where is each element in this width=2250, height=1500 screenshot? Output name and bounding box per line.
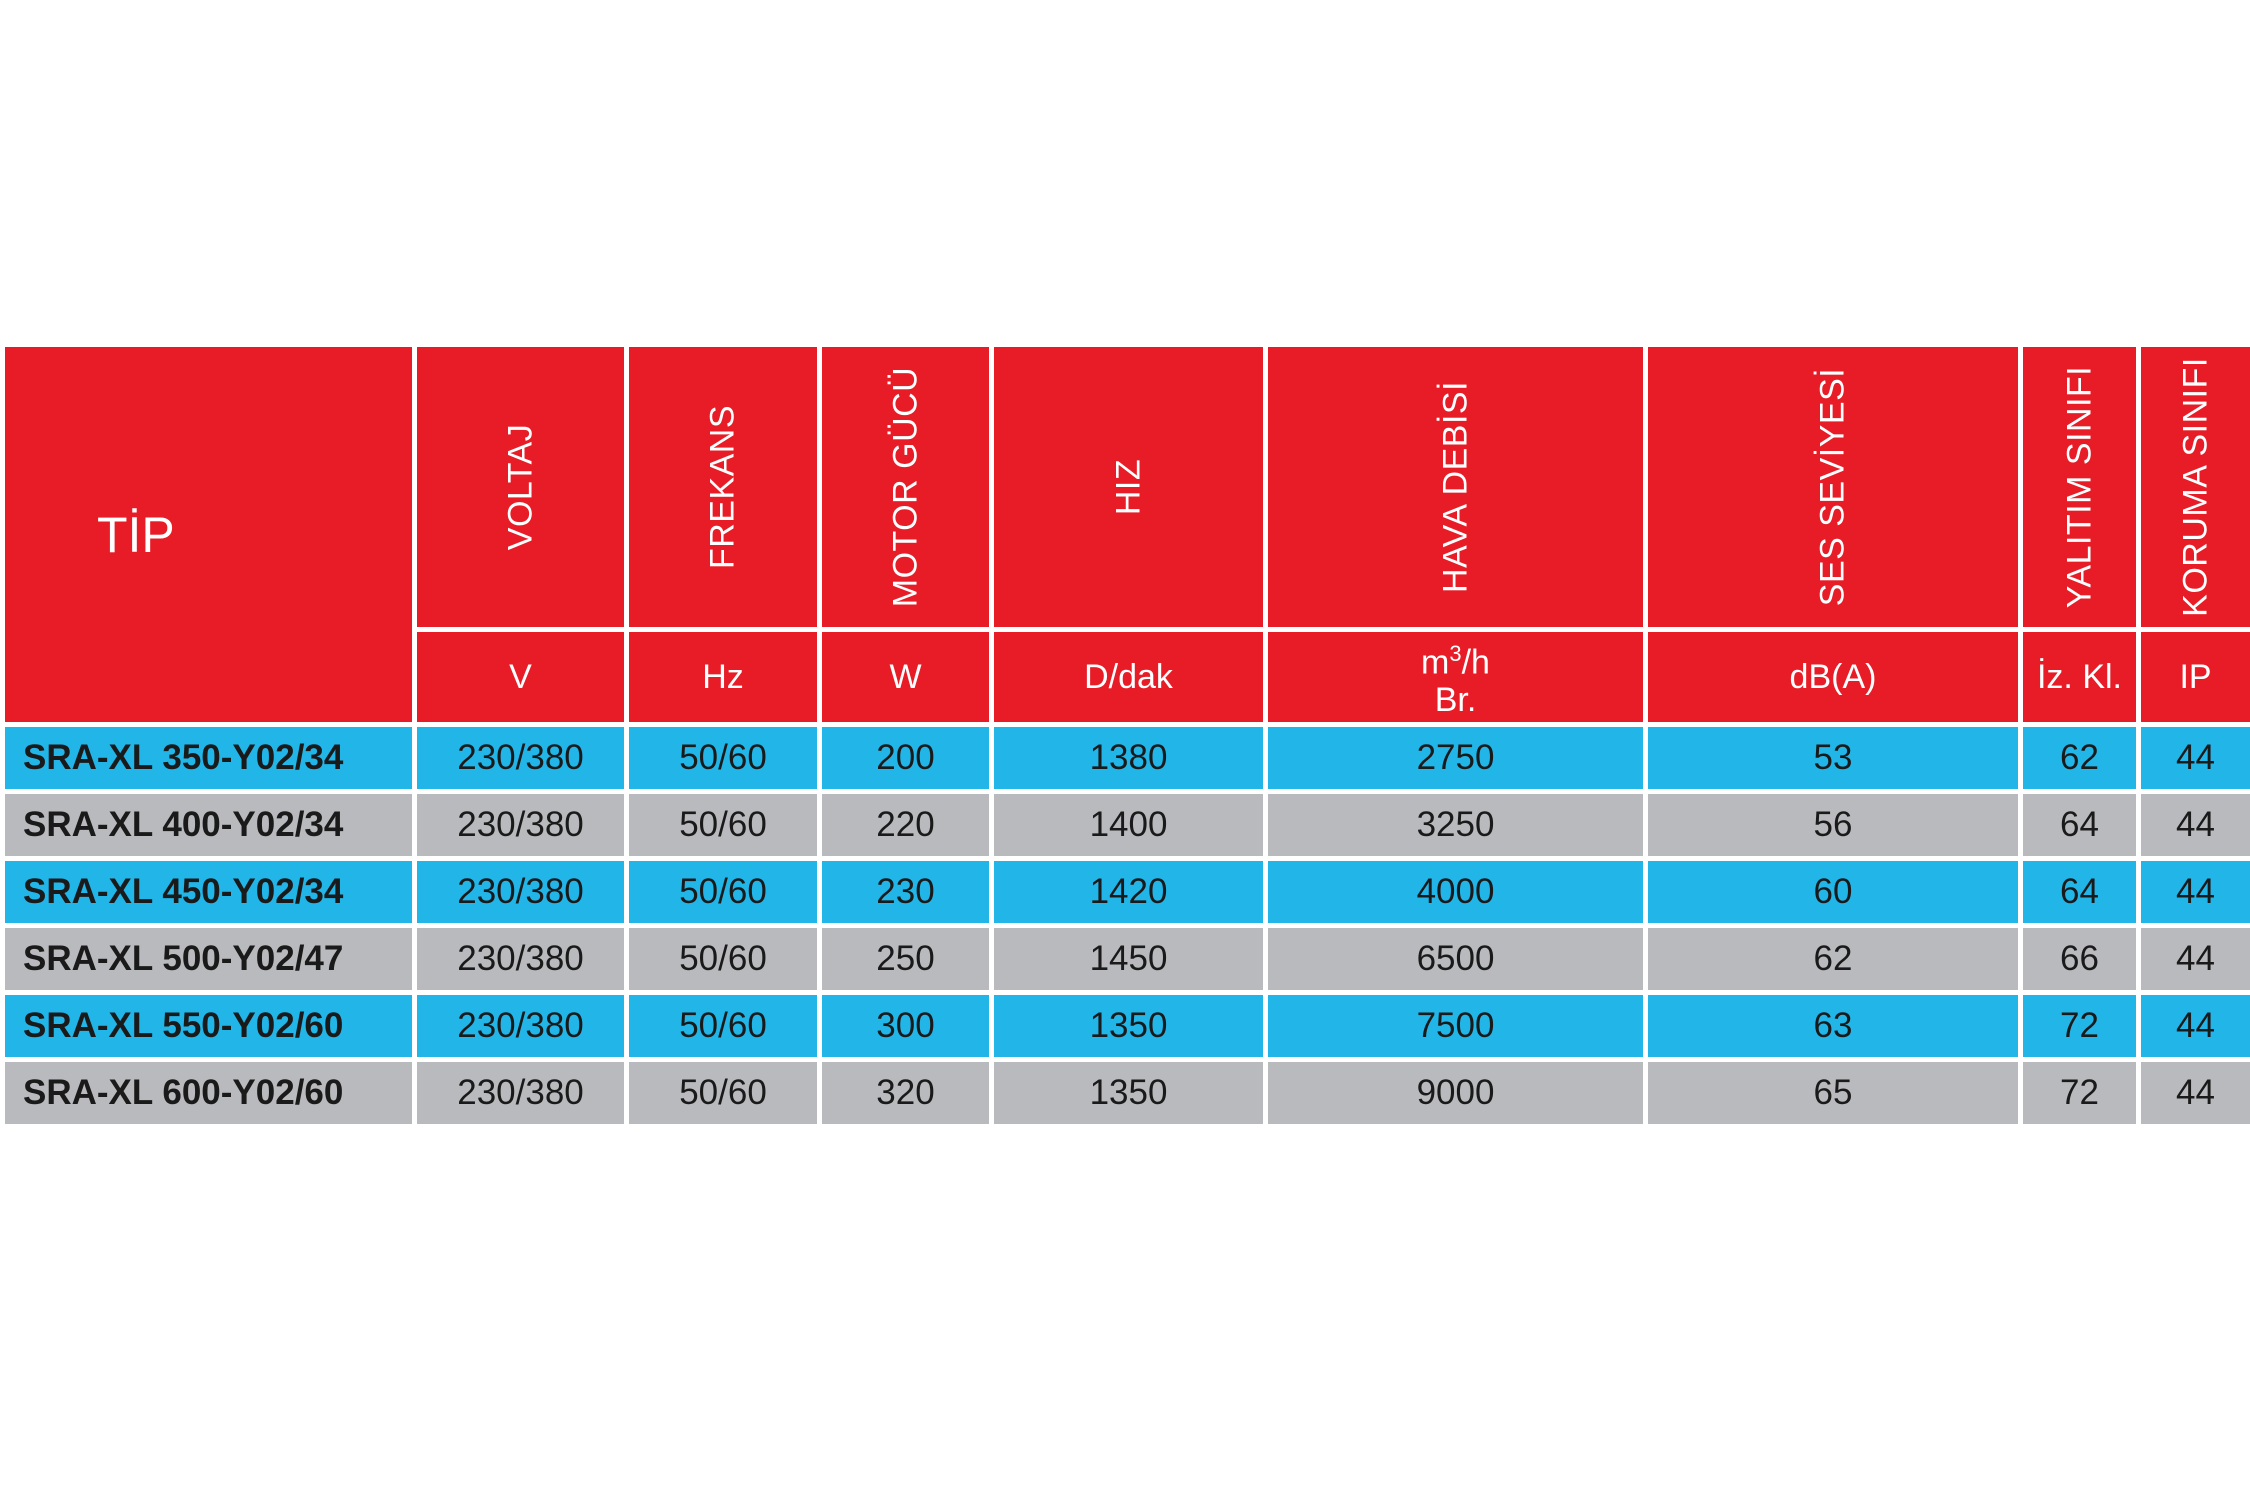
- table-cell: 50/60: [624, 856, 822, 928]
- table-cell: 44: [2136, 923, 2250, 995]
- table-cell: 300: [817, 990, 994, 1062]
- column-header-ses-seviyesi: SES SEVİYESİ: [1643, 342, 2023, 632]
- table-cell: 50/60: [624, 722, 822, 794]
- column-header-motor-gucu: MOTOR GÜCÜ: [817, 342, 994, 632]
- table-cell: 220: [817, 789, 994, 861]
- table-cell: 1350: [989, 1057, 1268, 1129]
- table-cell: 44: [2136, 1057, 2250, 1129]
- table-row: SRA-XL 450-Y02/34 230/380 50/60 230 1420 4000…: [0, 856, 2250, 928]
- unit-voltaj: V: [412, 627, 629, 727]
- table-cell: 65: [1643, 1057, 2023, 1129]
- table-cell: 50/60: [624, 789, 822, 861]
- unit-frekans: Hz: [624, 627, 822, 727]
- table-cell: 44: [2136, 856, 2250, 928]
- table-cell: 64: [2018, 789, 2141, 861]
- table-cell: 56: [1643, 789, 2023, 861]
- table-cell: 1450: [989, 923, 1268, 995]
- table-cell: 230/380: [412, 722, 629, 794]
- unit-ses-seviyesi: dB(A): [1643, 627, 2023, 727]
- column-header-yalitim-sinifi: YALITIM SINIFI: [2018, 342, 2141, 632]
- table-cell: 4000: [1263, 856, 1648, 928]
- table-cell: 64: [2018, 856, 2141, 928]
- table-cell: 50/60: [624, 990, 822, 1062]
- unit-koruma-sinifi: IP: [2136, 627, 2250, 727]
- unit-hiz: D/dak: [989, 627, 1268, 727]
- unit-hava-debisi: m3/h Br.: [1263, 627, 1648, 727]
- table-cell: 200: [817, 722, 994, 794]
- table-cell: 230/380: [412, 923, 629, 995]
- table-cell: 6500: [1263, 923, 1648, 995]
- table-cell: 7500: [1263, 990, 1648, 1062]
- table-cell: 9000: [1263, 1057, 1648, 1129]
- table-cell: 1400: [989, 789, 1268, 861]
- table-cell: 63: [1643, 990, 2023, 1062]
- table-cell: 230: [817, 856, 994, 928]
- table-cell: 250: [817, 923, 994, 995]
- table-cell: 230/380: [412, 856, 629, 928]
- table-cell: 72: [2018, 990, 2141, 1062]
- column-header-voltaj: VOLTAJ: [412, 342, 629, 632]
- table-cell: 230/380: [412, 1057, 629, 1129]
- table-cell: 44: [2136, 990, 2250, 1062]
- spec-table: TİP VOLTAJ FREKANS MOTOR GÜCÜ HIZ HAVA D…: [0, 342, 2250, 1129]
- table-cell: 1420: [989, 856, 1268, 928]
- column-header-hava-debisi: HAVA DEBİSİ: [1263, 342, 1648, 632]
- table-row: SRA-XL 600-Y02/60 230/380 50/60 320 1350 9000…: [0, 1057, 2250, 1129]
- table-cell: 62: [2018, 722, 2141, 794]
- column-header-koruma-sinifi: KORUMA SINIFI: [2136, 342, 2250, 632]
- unit-motor-gucu: W: [817, 627, 994, 727]
- table-cell: 1380: [989, 722, 1268, 794]
- unit-yalitim-sinifi: İz. Kl.: [2018, 627, 2141, 727]
- tip-cell: SRA-XL 400-Y02/34: [0, 789, 417, 861]
- table-cell: 72: [2018, 1057, 2141, 1129]
- tip-header: TİP: [0, 342, 417, 727]
- table-cell: 50/60: [624, 923, 822, 995]
- table-row: SRA-XL 400-Y02/34 230/380 50/60 220 1400 3250…: [0, 789, 2250, 861]
- table-row: SRA-XL 350-Y02/34 230/380 50/60 200 1380 2750…: [0, 722, 2250, 794]
- table-cell: 60: [1643, 856, 2023, 928]
- table-cell: 3250: [1263, 789, 1648, 861]
- table-cell: 44: [2136, 722, 2250, 794]
- table-cell: 50/60: [624, 1057, 822, 1129]
- table-cell: 230/380: [412, 990, 629, 1062]
- table-cell: 1350: [989, 990, 1268, 1062]
- table-cell: 2750: [1263, 722, 1648, 794]
- tip-cell: SRA-XL 500-Y02/47: [0, 923, 417, 995]
- table-cell: 53: [1643, 722, 2023, 794]
- table-row: SRA-XL 500-Y02/47 230/380 50/60 250 1450 6500…: [0, 923, 2250, 995]
- table-cell: 66: [2018, 923, 2141, 995]
- table-cell: 230/380: [412, 789, 629, 861]
- table-cell: 62: [1643, 923, 2023, 995]
- table-cell: 320: [817, 1057, 994, 1129]
- column-header-frekans: FREKANS: [624, 342, 822, 632]
- table-row: SRA-XL 550-Y02/60 230/380 50/60 300 1350 7500…: [0, 990, 2250, 1062]
- tip-cell: SRA-XL 550-Y02/60: [0, 990, 417, 1062]
- tip-cell: SRA-XL 450-Y02/34: [0, 856, 417, 928]
- tip-cell: SRA-XL 600-Y02/60: [0, 1057, 417, 1129]
- table-cell: 44: [2136, 789, 2250, 861]
- tip-cell: SRA-XL 350-Y02/34: [0, 722, 417, 794]
- column-header-hiz: HIZ: [989, 342, 1268, 632]
